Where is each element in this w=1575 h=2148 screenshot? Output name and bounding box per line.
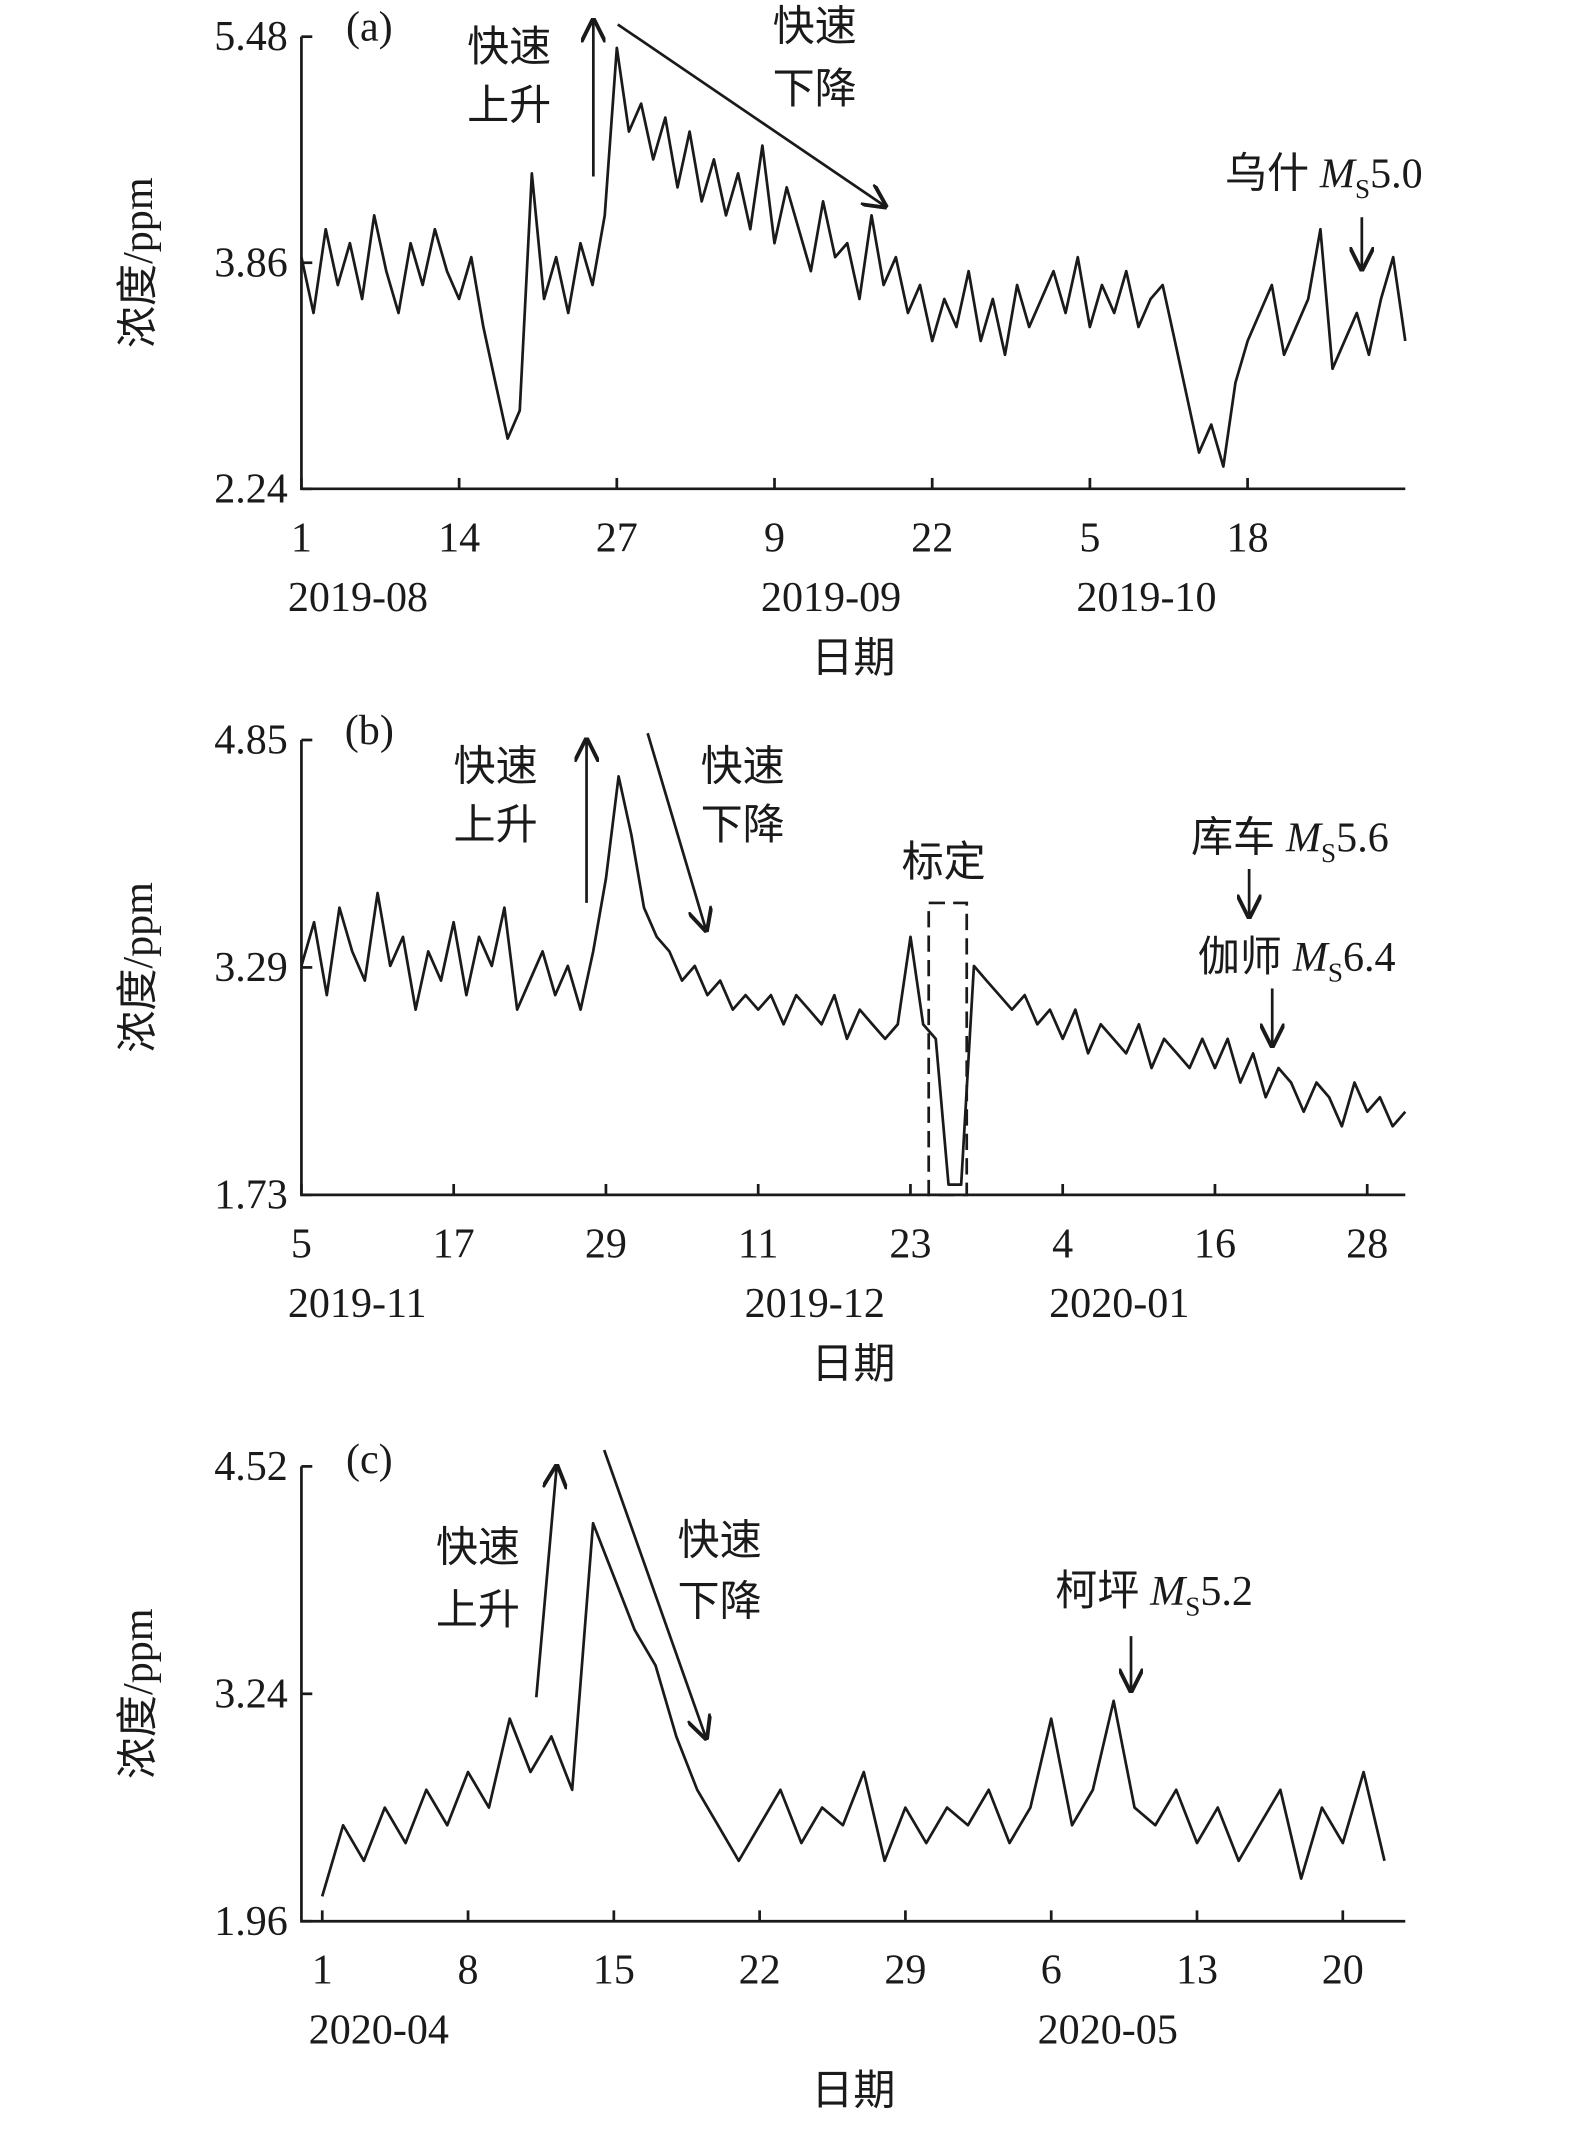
annotation: 快速 [678, 1518, 762, 1565]
x-tick-label: 15 [593, 1947, 635, 1994]
x-tick-label: 5 [291, 1220, 312, 1267]
annotation: 快速 [467, 24, 551, 71]
x-tick-label: 18 [1227, 514, 1269, 561]
arrow [646, 732, 706, 930]
data-line [320, 1521, 1386, 1897]
x-tick-label: 1 [291, 514, 312, 561]
month-label: 2019-11 [288, 1280, 427, 1327]
y-tick-label: 4.85 [214, 717, 288, 764]
s: S [1328, 958, 1343, 988]
magnitude: 5.2 [1200, 1568, 1253, 1615]
s: S [1321, 838, 1336, 868]
x-tick-label: 6 [1041, 1947, 1062, 1994]
annotation: 下降 [678, 1579, 762, 1626]
event-label: 库车 MS5.6 [1191, 814, 1389, 868]
y-tick-label: 3.86 [214, 239, 288, 286]
x-tick-label: 1 [312, 1947, 333, 1994]
magnitude: 6.4 [1343, 934, 1396, 981]
magnitude: 5.0 [1370, 150, 1423, 197]
y-axis-label: 浓度/ppm [115, 177, 162, 348]
data-line [300, 775, 1407, 1187]
x-tick-label: 28 [1346, 1220, 1388, 1267]
y-tick-label: 4.52 [214, 1443, 288, 1490]
place: 柯坪 [1055, 1568, 1139, 1615]
y-tick-label: 5.48 [214, 13, 288, 60]
m: M [1319, 150, 1357, 197]
m: M [1285, 814, 1323, 861]
annotation: 快速 [454, 744, 538, 791]
data-line [300, 46, 1407, 468]
month-label: 2019-12 [745, 1280, 885, 1327]
magnitude: 5.6 [1336, 814, 1389, 861]
event-label: 乌什 MS5.0 [1225, 150, 1423, 204]
y-axis-label: 浓度/ppm [115, 882, 162, 1053]
m: M [1149, 1568, 1187, 1615]
x-tick-label: 29 [884, 1947, 926, 1994]
y-tick-label: 3.24 [214, 1670, 288, 1717]
x-axis-label: 日期 [811, 635, 895, 682]
annotation: 下降 [773, 66, 857, 113]
month-label: 2019-08 [288, 574, 428, 621]
annotation: 下降 [701, 802, 785, 849]
x-tick-label: 22 [739, 1947, 781, 1994]
s: S [1185, 1592, 1200, 1622]
arrow [534, 1466, 556, 1698]
x-tick-label: 5 [1079, 514, 1100, 561]
annotation: 标定 [902, 839, 986, 886]
arrow [602, 1449, 706, 1738]
month-label: 2020-05 [1038, 2006, 1178, 2053]
panel-label: (a) [346, 4, 393, 51]
x-tick-label: 29 [585, 1220, 627, 1267]
m: M [1292, 934, 1330, 981]
x-tick-label: 13 [1176, 1947, 1218, 1994]
annotation: 快速 [773, 4, 857, 51]
x-tick-label: 17 [433, 1220, 475, 1267]
s: S [1355, 174, 1370, 204]
event-label: 柯坪 MS5.2 [1055, 1568, 1253, 1622]
panel-label: (b) [345, 707, 394, 754]
x-tick-label: 11 [738, 1220, 779, 1267]
x-tick-label: 23 [889, 1220, 931, 1267]
panel-label: (c) [346, 1436, 393, 1483]
calibration-box [927, 901, 969, 1197]
month-label: 2019-09 [761, 574, 901, 621]
month-label: 2020-01 [1049, 1280, 1189, 1327]
y-tick-label: 1.73 [214, 1171, 288, 1218]
event-label: 伽师 MS6.4 [1198, 934, 1396, 988]
arrow [617, 23, 885, 206]
x-tick-label: 20 [1322, 1947, 1364, 1994]
place: 库车 [1191, 814, 1275, 861]
annotation: 上升 [454, 802, 538, 849]
annotation: 上升 [467, 82, 551, 129]
x-axis-label: 日期 [811, 2068, 895, 2115]
x-tick-label: 22 [911, 514, 953, 561]
y-tick-label: 1.96 [214, 1898, 288, 1945]
y-tick-label: 2.24 [214, 465, 288, 512]
x-tick-label: 4 [1052, 1220, 1073, 1267]
y-axis-label: 浓度/ppm [115, 1608, 162, 1779]
x-tick-label: 27 [596, 514, 638, 561]
annotation: 上升 [436, 1587, 520, 1634]
annotation: 快速 [701, 744, 785, 791]
x-tick-label: 14 [438, 514, 480, 561]
month-label: 2020-04 [309, 2006, 449, 2053]
y-tick-label: 3.29 [214, 944, 288, 991]
place: 伽师 [1198, 934, 1282, 981]
x-tick-label: 16 [1194, 1220, 1236, 1267]
month-label: 2019-10 [1076, 574, 1216, 621]
x-axis-label: 日期 [811, 1341, 895, 1388]
x-tick-label: 8 [458, 1947, 479, 1994]
x-tick-label: 9 [764, 514, 785, 561]
annotation: 快速 [436, 1524, 520, 1571]
place: 乌什 [1225, 150, 1309, 197]
